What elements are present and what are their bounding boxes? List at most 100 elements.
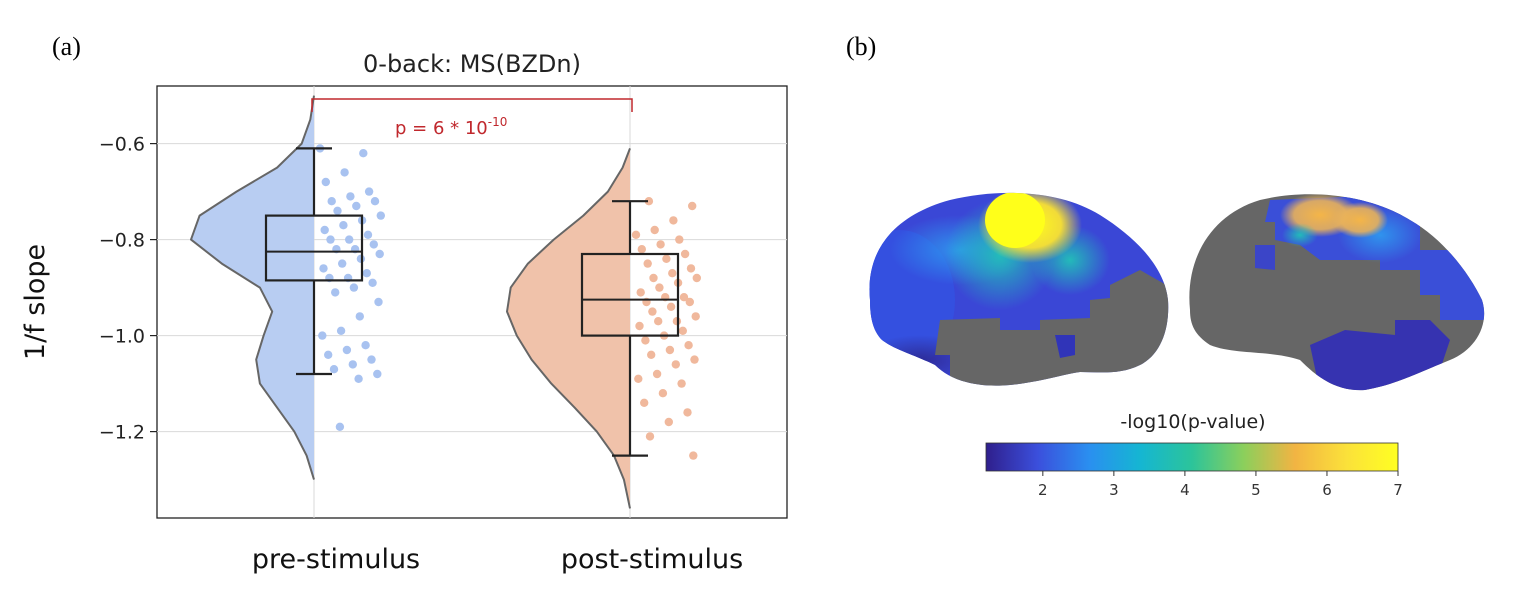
data-point (329, 365, 339, 374)
y-axis-label: 1/f slope (20, 244, 51, 360)
data-point (345, 235, 354, 244)
colorbar-ticks: 2 3 4 5 6 7 (1038, 471, 1403, 499)
data-point (338, 259, 347, 268)
data-point (368, 278, 377, 287)
data-point (342, 345, 352, 355)
data-point (369, 240, 378, 249)
data-point (631, 230, 641, 239)
data-point (654, 317, 663, 326)
boxplots (264, 147, 680, 457)
data-point (636, 288, 645, 297)
data-point (648, 307, 657, 316)
y-tick-label: −0.6 (99, 134, 145, 156)
data-point (375, 249, 384, 259)
violin-fill (507, 148, 630, 509)
violins (190, 95, 631, 509)
data-point (361, 341, 370, 350)
bracket-line (311, 98, 633, 112)
significance-bracket: p = 6 * 10-10 (311, 98, 633, 139)
data-point (326, 235, 335, 244)
data-point (376, 211, 385, 220)
data-point (355, 312, 364, 321)
data-point (333, 206, 342, 215)
box-iqr (580, 252, 680, 337)
data-point (320, 225, 329, 235)
colorbar-tick-label: 3 (1109, 481, 1119, 499)
data-point (373, 369, 382, 379)
p-value-annotation: p = 6 * 10-10 (395, 115, 507, 139)
data-point (319, 264, 328, 273)
y-tick-label: −1.0 (99, 326, 145, 348)
strip-points (315, 144, 701, 460)
data-point (688, 201, 697, 211)
data-point (656, 240, 665, 249)
colorbar-tick-label: 7 (1393, 481, 1403, 499)
data-point (649, 273, 658, 283)
data-point (652, 369, 662, 379)
x-category-label: post-stimulus (561, 544, 743, 575)
data-point (321, 177, 330, 187)
data-point (650, 225, 659, 235)
data-point (644, 197, 654, 206)
plot-frame (156, 85, 788, 519)
data-point (346, 192, 355, 201)
x-axis-categories: pre-stimulus post-stimulus (252, 544, 743, 575)
data-point (324, 350, 333, 359)
data-point (331, 288, 340, 297)
data-point (664, 417, 673, 427)
brain-right-hemisphere (1189, 194, 1485, 391)
violin-fill (191, 95, 314, 480)
data-point (666, 302, 676, 311)
data-point (362, 269, 371, 278)
data-point (685, 297, 694, 307)
data-point (691, 312, 700, 321)
x-category-label: pre-stimulus (252, 544, 420, 575)
data-point (370, 197, 380, 206)
data-point (327, 197, 336, 206)
data-point (677, 379, 686, 388)
data-point (689, 451, 698, 460)
data-point (356, 254, 366, 263)
data-point (318, 331, 327, 340)
data-point (647, 350, 656, 359)
panel-label-a: (a) (52, 32, 81, 61)
chart-title: 0-back: MS(BZDn) (363, 50, 581, 78)
violin-plot: −0.6 −0.8 −1.0 −1.2 pre-stimulus post-stimul… (20, 50, 788, 575)
data-point (658, 389, 668, 398)
data-point (675, 235, 684, 244)
data-point (662, 254, 671, 263)
data-point (686, 264, 696, 273)
data-point (374, 297, 383, 307)
data-point (641, 336, 650, 345)
data-point (692, 273, 701, 283)
data-point (668, 269, 677, 278)
data-point (684, 341, 693, 350)
y-tick-label: −0.8 (99, 230, 145, 252)
colorbar-title: -log10(p-value) (1120, 411, 1265, 433)
y-axis-ticks: −0.6 −0.8 −1.0 −1.2 (99, 134, 157, 444)
data-point (640, 398, 649, 407)
data-point (339, 221, 348, 230)
data-point (665, 345, 675, 355)
data-point (671, 360, 680, 369)
colorbar: -log10(p-value) 2 3 4 5 6 7 (985, 411, 1403, 499)
data-point (634, 374, 643, 383)
data-point (635, 321, 644, 331)
data-point (363, 230, 373, 239)
data-point (348, 360, 357, 369)
data-point (336, 326, 346, 335)
panel-label-b: (b) (846, 32, 877, 61)
y-tick-label: −1.2 (99, 422, 145, 444)
data-point (352, 201, 361, 211)
brain-left-hemisphere (869, 192, 1169, 386)
colorbar-tick-label: 6 (1322, 481, 1332, 499)
data-point (354, 374, 363, 383)
data-point (335, 422, 345, 431)
data-point (643, 259, 652, 268)
data-point (364, 187, 374, 196)
box-iqr (264, 214, 364, 282)
data-point (637, 245, 646, 254)
data-point (645, 432, 655, 441)
violin-outline (506, 148, 631, 509)
